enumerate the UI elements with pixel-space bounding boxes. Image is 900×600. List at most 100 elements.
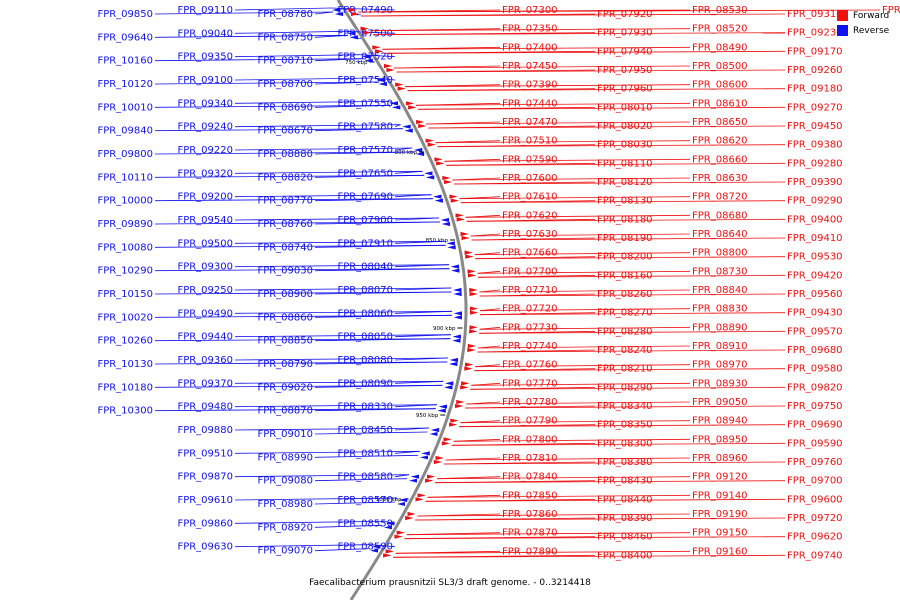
gene-connector xyxy=(474,252,691,256)
gene-connector xyxy=(234,474,410,478)
forward-gene-label: FPR_08680 xyxy=(692,210,748,221)
gene-connector xyxy=(477,345,691,349)
reverse-gene-label: FPR_09370 xyxy=(177,378,233,389)
reverse-gene-label: FPR_07900 xyxy=(337,215,393,226)
gene-arrow xyxy=(399,498,408,502)
gene-arrow xyxy=(402,124,411,129)
gene-connector xyxy=(405,84,691,88)
gene-arrow xyxy=(469,310,478,315)
gene-connector xyxy=(477,270,691,274)
forward-gene-label: FPR_09160 xyxy=(692,546,748,557)
gene-connector xyxy=(154,408,436,412)
forward-gene-label: FPR_08260 xyxy=(597,289,653,300)
forward-gene-label: FPR_07590 xyxy=(502,154,558,165)
gene-connector xyxy=(154,384,443,388)
gene-connector xyxy=(234,334,451,338)
gene-arrow xyxy=(404,128,413,133)
forward-gene-label: FPR_09430 xyxy=(787,308,843,319)
gene-connector xyxy=(345,30,396,34)
gene-connector xyxy=(459,196,691,200)
reverse-gene-label: FPR_10110 xyxy=(97,172,153,183)
forward-gene-label: FPR_08430 xyxy=(597,476,653,487)
reverse-gene-label: FPR_10290 xyxy=(97,266,153,277)
forward-gene-label: FPR_07770 xyxy=(502,378,558,389)
forward-gene-label: FPR_08800 xyxy=(692,248,748,259)
tick-label: 750 kbp xyxy=(345,60,368,66)
gene-arrow xyxy=(383,553,392,558)
gene-arrow xyxy=(424,171,433,176)
gene-arrow xyxy=(434,198,443,203)
gene-arrow xyxy=(416,152,425,156)
reverse-gene-label: FPR_09800 xyxy=(97,149,153,160)
reverse-gene-label: FPR_09880 xyxy=(177,425,233,436)
forward-gene-label: FPR_09180 xyxy=(787,84,843,95)
gene-arrow xyxy=(360,26,369,31)
gene-connector xyxy=(373,32,786,36)
forward-gene-label: FPR_08190 xyxy=(597,233,653,244)
gene-arrow xyxy=(394,534,403,539)
forward-gene-label: FPR_08730 xyxy=(692,266,748,277)
forward-gene-label: FPR_09190 xyxy=(692,509,748,520)
gene-arrow xyxy=(438,404,447,409)
reverse-gene-label: FPR_09890 xyxy=(97,219,153,230)
gene-arrow xyxy=(409,478,418,483)
gene-connector xyxy=(384,50,786,54)
reverse-gene-label: FPR_10010 xyxy=(97,102,153,113)
gene-connector xyxy=(477,349,786,353)
gene-connector xyxy=(475,256,786,260)
forward-gene-label: FPR_09750 xyxy=(787,401,843,412)
forward-gene-label: FPR_07730 xyxy=(502,322,558,333)
gene-connector xyxy=(395,550,691,554)
gene-arrow xyxy=(372,45,381,50)
gene-arrow xyxy=(460,232,469,236)
gene-arrow xyxy=(425,138,434,143)
forward-gene-label: FPR_09740 xyxy=(787,550,843,561)
gene-connector xyxy=(471,382,691,386)
gene-connector xyxy=(454,181,786,185)
forward-gene-label: FPR_07720 xyxy=(502,304,558,315)
gene-connector xyxy=(154,361,448,365)
gene-arrow xyxy=(385,549,394,554)
gene-arrow xyxy=(335,12,344,16)
gene-connector xyxy=(435,480,786,484)
gene-arrow xyxy=(450,264,459,269)
gene-connector xyxy=(154,198,433,202)
gene-connector xyxy=(234,54,361,58)
gene-arrow xyxy=(407,512,416,516)
tick-label: 1000 kbp xyxy=(376,497,402,503)
gene-arrow xyxy=(447,245,456,250)
forward-gene-label: FPR_09410 xyxy=(787,233,843,244)
reverse-gene-label: FPR_08590 xyxy=(337,542,393,553)
gene-arrow xyxy=(415,497,424,502)
gene-arrow xyxy=(448,422,457,427)
gene-connector xyxy=(360,54,396,58)
gene-arrow xyxy=(442,176,451,180)
gene-arrow xyxy=(451,268,460,273)
gene-arrow xyxy=(370,548,379,553)
gene-arrow xyxy=(396,502,405,506)
gene-connector xyxy=(370,544,396,548)
gene-connector xyxy=(314,501,395,505)
forward-gene-label: FPR_09120 xyxy=(692,472,748,483)
gene-connector xyxy=(234,100,389,104)
forward-gene-label: FPR_08890 xyxy=(692,322,748,333)
reverse-gene-label: FPR_07910 xyxy=(337,238,393,249)
forward-gene-label: FPR_09280 xyxy=(787,158,843,169)
forward-gene-label: FPR_07440 xyxy=(502,98,558,109)
gene-connector xyxy=(154,268,450,272)
gene-connector xyxy=(234,147,413,151)
gene-arrow xyxy=(405,516,414,520)
reverse-gene-label: FPR_08050 xyxy=(337,332,393,343)
reverse-gene-label: FPR_08770 xyxy=(257,196,313,207)
gene-connector xyxy=(154,11,334,15)
forward-swatch-icon xyxy=(837,10,848,21)
forward-gene-label: FPR_08940 xyxy=(692,416,748,427)
reverse-gene-label: FPR_07490 xyxy=(337,5,393,16)
reverse-gene-label: FPR_09490 xyxy=(177,308,233,319)
forward-gene-label: FPR_08650 xyxy=(692,117,748,128)
gene-arrow xyxy=(444,180,453,184)
gene-connector xyxy=(406,532,691,536)
forward-gene-label: FPR_07800 xyxy=(502,434,558,445)
gene-connector xyxy=(415,102,691,106)
